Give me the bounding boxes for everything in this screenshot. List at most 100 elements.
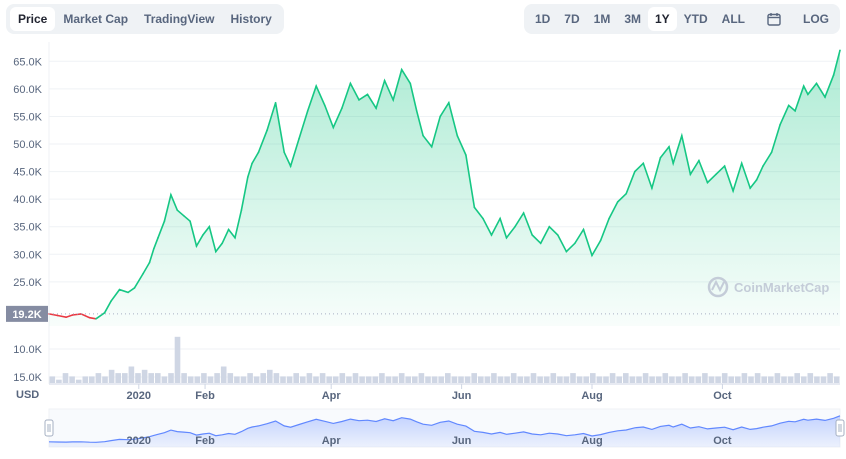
volume-bar: [102, 376, 108, 383]
volume-bar: [267, 369, 273, 383]
price-point: [163, 220, 166, 222]
price-point: [732, 190, 734, 192]
volume-bar: [695, 376, 702, 383]
range-all[interactable]: ALL: [721, 12, 745, 26]
price-point: [689, 173, 692, 176]
volume-bar: [135, 373, 141, 383]
price-point: [349, 82, 352, 85]
volume-bar: [530, 373, 537, 383]
price-point: [332, 126, 335, 129]
price-point: [740, 162, 743, 165]
volume-bar: [273, 373, 280, 383]
navigator-tick-label: Feb: [195, 435, 215, 447]
volume-bar: [768, 376, 774, 383]
navigator-tick-label: 2020: [127, 435, 151, 447]
volume-bar: [339, 373, 346, 383]
range-1d[interactable]: 1D: [534, 12, 551, 26]
price-point: [599, 239, 602, 242]
log-scale-toggle[interactable]: LOG: [803, 12, 829, 26]
volume-bar: [313, 376, 319, 383]
volume-bar: [89, 376, 95, 383]
price-point: [247, 176, 249, 178]
volume-bar: [827, 373, 833, 383]
navigator-handle-right[interactable]: [835, 419, 845, 437]
calendar-button[interactable]: [752, 7, 796, 31]
price-point: [133, 287, 136, 289]
price-point: [153, 248, 155, 250]
volume-bar: [814, 376, 820, 383]
volume-bar: [240, 376, 247, 383]
price-point: [770, 151, 773, 154]
navigator-handle-left[interactable]: [44, 419, 54, 437]
volume-bar: [293, 373, 299, 383]
price-point: [118, 288, 121, 291]
price-point: [127, 291, 129, 294]
volume-bar: [69, 376, 75, 383]
volume-bar: [148, 373, 154, 383]
price-point: [762, 165, 764, 167]
price-point: [672, 162, 674, 165]
price-point: [56, 314, 59, 317]
range-3m[interactable]: 3M: [624, 12, 641, 26]
price-point: [608, 217, 610, 220]
price-point: [65, 316, 67, 319]
price-point: [706, 181, 709, 184]
volume-bar: [484, 376, 491, 383]
navigator-tick-label: Jun: [452, 435, 472, 447]
volume-bar: [761, 376, 767, 383]
tab-tradingview[interactable]: TradingView: [144, 12, 215, 26]
volume-bar: [682, 373, 688, 383]
tab-history[interactable]: History: [230, 12, 272, 26]
volume-bar: [418, 373, 425, 383]
price-point: [465, 154, 467, 156]
volume-bar: [741, 373, 748, 383]
price-point: [557, 234, 559, 236]
price-point: [787, 104, 790, 107]
price-point: [182, 214, 185, 217]
range-7d[interactable]: 7D: [564, 12, 580, 26]
volume-bar: [260, 373, 266, 383]
volume-bar: [570, 373, 576, 383]
navigator-tick-label: Aug: [581, 435, 602, 447]
y-tick-label: 30.0K: [13, 249, 42, 261]
tab-market-cap[interactable]: Market Cap: [63, 12, 129, 26]
volume-bar: [702, 373, 708, 383]
current-price-badge: [6, 305, 48, 322]
volume-bar: [445, 373, 451, 383]
volume-bar: [108, 369, 115, 383]
volume-bar: [451, 376, 458, 383]
volume-bar: [398, 373, 405, 383]
volume-bar: [168, 373, 174, 383]
range-ytd[interactable]: YTD: [683, 12, 708, 26]
price-point: [366, 93, 369, 96]
volume-bar: [478, 376, 484, 383]
price-point: [358, 99, 360, 101]
price-point: [103, 312, 106, 314]
range-1y[interactable]: 1Y: [647, 7, 677, 31]
price-point: [383, 79, 386, 82]
volume-bar: [721, 373, 728, 383]
price-point: [625, 192, 627, 195]
volume-bar: [794, 373, 800, 383]
price-point: [715, 173, 717, 176]
range-1m[interactable]: 1M: [593, 12, 611, 26]
volume-bar: [504, 376, 510, 383]
volume-bar: [675, 376, 682, 383]
volume-bar: [280, 376, 286, 383]
price-point: [375, 107, 377, 109]
price-point: [574, 242, 576, 245]
volume-bar: [286, 376, 293, 383]
volume-bar: [471, 373, 477, 383]
y-tick-label: 60.0K: [13, 84, 42, 96]
tab-price[interactable]: Price: [10, 7, 56, 31]
price-point: [482, 217, 484, 220]
price-point: [266, 129, 268, 131]
volume-bar: [510, 373, 517, 383]
navigator-line: [48, 415, 841, 443]
volume-bar: [590, 373, 596, 383]
volume-bar: [247, 373, 253, 383]
price-point: [208, 225, 211, 228]
volume-bar: [728, 376, 734, 383]
volume-bar: [708, 376, 715, 383]
